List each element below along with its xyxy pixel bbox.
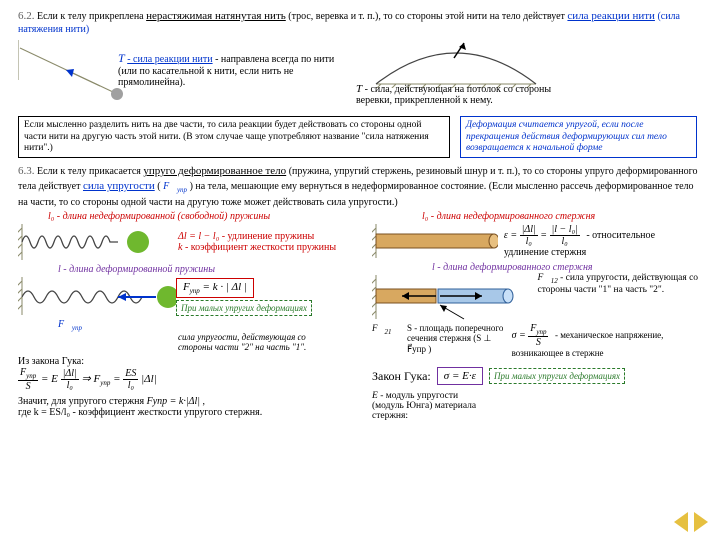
box-text: Если мысленно разделить нить на две част… — [24, 120, 429, 153]
f21-desc: сила упругости, действующая со стороны ч… — [178, 332, 328, 352]
hooke-law-label: Закон Гука: — [372, 369, 431, 384]
l0-spring: l₀ - длина недеформированной (свободной)… — [48, 211, 366, 222]
Fupr-label: F⃗упр — [58, 319, 366, 332]
k-desc: - коэффициент жесткости пружины — [182, 242, 336, 253]
text-underline: нерастяжимая натянутая нить — [146, 10, 286, 22]
right-column: l₀ - длина недеформированного стержня ε … — [372, 211, 702, 421]
nav-next-icon[interactable] — [694, 512, 708, 532]
text-blue: сила реакции нити — [567, 10, 655, 22]
text: Если к телу прикреплена — [37, 11, 146, 22]
eps-eq: ε = — [504, 230, 520, 241]
znach-a: Значит, для упругого стержня — [18, 396, 147, 407]
znach-b: Fупр = k·|Δl| — [147, 396, 200, 407]
spring-deformed-icon — [18, 275, 176, 319]
T-label: T — [118, 51, 125, 65]
znach-c: , — [203, 396, 206, 407]
rod-rest-icon — [372, 222, 498, 260]
left-column: l₀ - длина недеформированной (свободной)… — [18, 211, 366, 421]
l-spring: l - длина деформированной пружины — [58, 264, 366, 275]
rope-T: T — [356, 83, 362, 95]
F21-label: F⃗21 — [372, 323, 403, 359]
dl-desc: - удлинение пружины — [219, 231, 314, 242]
section-number: 6.2. — [18, 10, 35, 22]
small-def-note: При малых упругих деформациях — [489, 368, 625, 384]
l-rod: l - длина деформированного стержня — [432, 262, 702, 273]
box-text: Деформация считается упругой, если после… — [466, 120, 667, 153]
F12-desc: - сила упругости, действующая со стороны… — [538, 273, 699, 295]
hooke-formula: Fупр = k · | Δl | — [176, 278, 254, 298]
text-blue: сила упругости — [83, 180, 155, 192]
T-desc: - сила реакции нити — [127, 54, 212, 65]
sigma-formula: σ = E·ε — [437, 367, 483, 385]
text: Если к телу прикасается — [37, 166, 143, 177]
text: (трос, веревка и т. п.), то со стороны э… — [288, 11, 567, 22]
F12-label: F⃗12 — [538, 273, 558, 283]
info-box-1: Если мысленно разделить нить на две част… — [18, 116, 450, 158]
gde: где k = ES/l₀ - коэффициент жесткости уп… — [18, 407, 366, 418]
section-6-3: 6.3. Если к телу прикасается упруго дефо… — [18, 164, 702, 209]
rod-deformed-icon — [372, 273, 532, 323]
section-6-2: 6.2. Если к телу прикреплена нерастяжима… — [18, 10, 702, 36]
F-vec: F⃗упр — [163, 181, 187, 192]
iz-label: Из закона Гука: — [18, 356, 84, 367]
rope-desc: - сила, действующая на потолок со сторон… — [356, 84, 551, 106]
hooke-note: При малых упругих деформациях — [176, 300, 312, 316]
sigma-eq: σ = — [512, 330, 529, 341]
spring-free-icon — [18, 222, 178, 262]
section-number: 6.3. — [18, 165, 35, 177]
l0-rod: l₀ - длина недеформированного стержня — [422, 211, 702, 222]
E-label: E — [372, 391, 378, 401]
E-desc: - модуль упругости (модуль Юнга) материа… — [372, 391, 476, 421]
S-desc: S - площадь поперечного сечения стержня … — [407, 323, 508, 359]
info-box-2: Деформация считается упругой, если после… — [460, 116, 697, 158]
nav-prev-icon[interactable] — [674, 512, 688, 532]
deriv-formula: FупрS = E |Δl|l₀ ⇒ Fупр = ESl₀ |Δl| — [18, 367, 366, 392]
text-underline: упруго деформированное тело — [143, 165, 286, 177]
dl-eq: Δl = l − l₀ — [178, 231, 219, 242]
hooke-derivation: Из закона Гука: — [18, 356, 366, 367]
